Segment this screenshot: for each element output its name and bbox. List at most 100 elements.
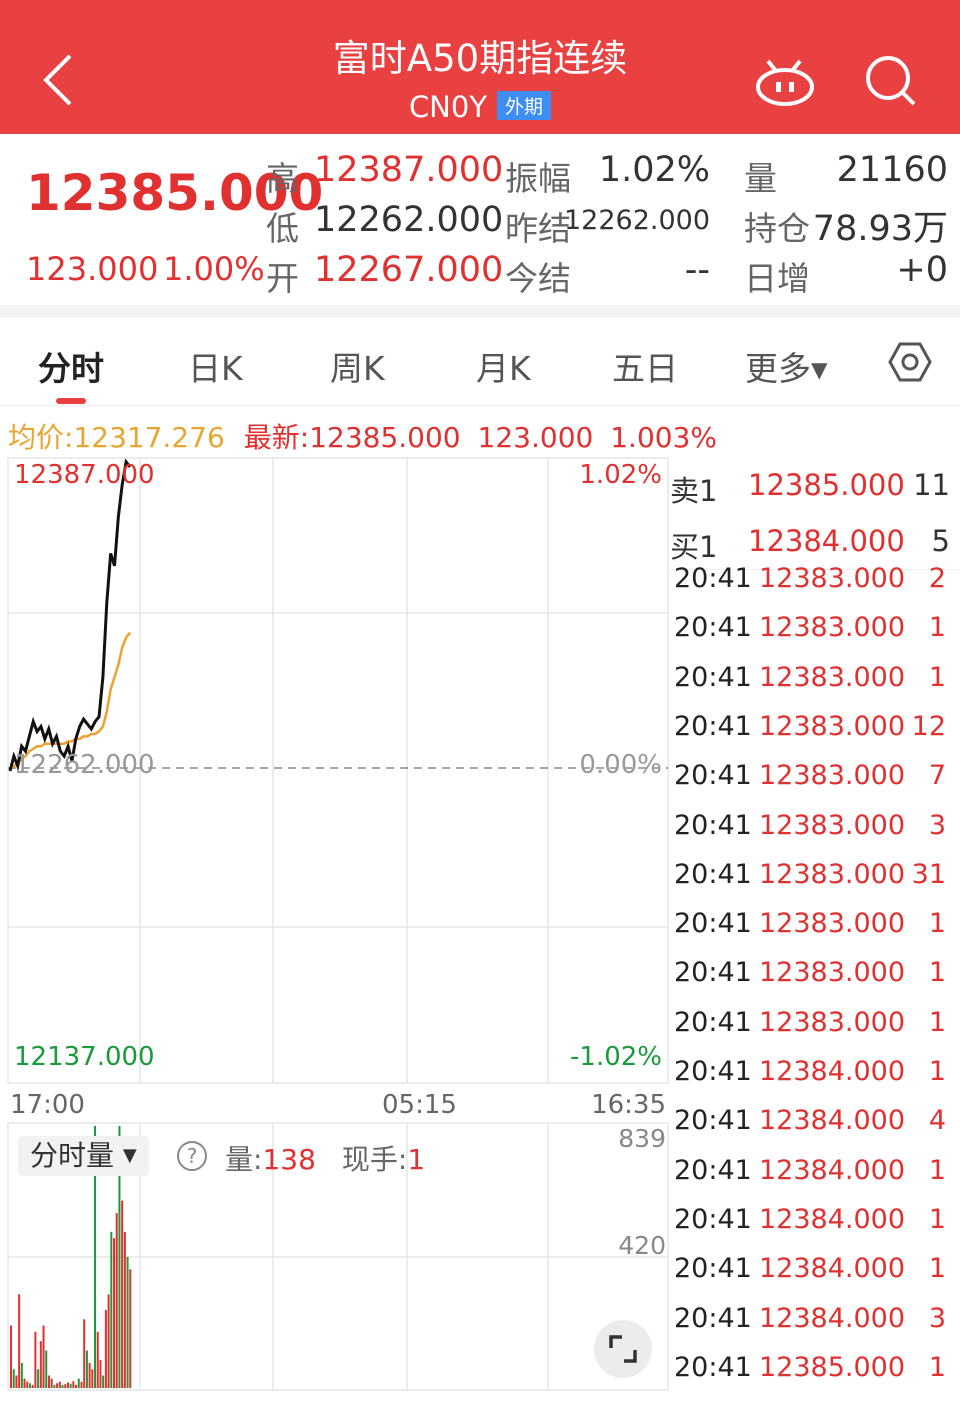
prev-settle-label: 昨结 (505, 209, 571, 248)
back-arrow-icon[interactable] (40, 52, 76, 108)
tick-price: 12383.000 (759, 1006, 906, 1038)
open-interest-value: 78.93万 (812, 209, 948, 249)
vol-value: 138 (262, 1143, 316, 1176)
tick-price: 12383.000 (759, 710, 906, 742)
tick-time: 20:41 (674, 957, 752, 989)
low-value: 12262.000 (314, 200, 504, 240)
x-label-start: 17:00 (10, 1090, 85, 1120)
order-book: 卖1 12385.000 11 买1 12384.000 5 (668, 458, 960, 570)
tick-row: 20:41 12384.000 1 (674, 1204, 950, 1253)
y-label-bottom: 12137.000 (14, 1042, 155, 1072)
volume-bar (58, 1381, 61, 1388)
hand-value: 1 (407, 1143, 426, 1176)
volume-bar (104, 1309, 107, 1388)
instrument-code: CN0Y 外期 (0, 90, 960, 124)
volume-type-dropdown[interactable]: 分时量 ▼ (18, 1136, 149, 1176)
change-value: 123.000 (26, 250, 159, 288)
settings-hexagon-icon[interactable] (888, 340, 932, 384)
code-text: CN0Y (408, 90, 488, 124)
volume-max-label: 839 (618, 1124, 666, 1153)
tick-time: 20:41 (674, 1105, 752, 1137)
volume-bar (47, 1375, 50, 1388)
x-label-mid: 05:15 (382, 1090, 457, 1120)
tab-more[interactable]: 更多▾ (745, 349, 828, 388)
divider (0, 305, 960, 318)
tick-price: 12383.000 (759, 957, 906, 989)
price-gridlines (8, 458, 668, 1083)
tick-row: 20:41 12384.000 3 (674, 1303, 950, 1352)
volume-bar (123, 1231, 126, 1388)
latest-label: 最新: (243, 421, 310, 454)
price-line (8, 458, 132, 772)
tick-time: 20:41 (674, 1302, 752, 1334)
volume-bar (66, 1382, 69, 1388)
tick-price: 12384.000 (759, 1203, 906, 1235)
volume-bar (94, 1126, 97, 1388)
tick-row: 20:41 12383.000 31 (674, 859, 950, 908)
tick-time: 20:41 (674, 1203, 752, 1235)
volume-bar (121, 1200, 124, 1388)
tab-daily-k[interactable]: 日K (188, 349, 243, 388)
page-title: 富时A50期指连续 (332, 37, 628, 80)
robot-assistant-icon[interactable] (754, 55, 816, 107)
tab-five-day[interactable]: 五日 (612, 349, 678, 388)
tick-price: 12383.000 (759, 661, 906, 693)
y-pct-mid: 0.00% (579, 750, 662, 780)
volume-bar (126, 1256, 129, 1388)
volume-bar (26, 1381, 29, 1388)
tick-row: 20:41 12383.000 1 (674, 662, 950, 711)
tick-price: 12383.000 (759, 563, 906, 594)
volume-bar (107, 1294, 110, 1388)
tick-qty: 1 (928, 957, 946, 989)
volume-bar (23, 1378, 26, 1388)
fullscreen-button[interactable] (594, 1320, 652, 1378)
tick-time: 20:41 (674, 612, 752, 644)
tick-row: 20:41 12383.000 1 (674, 612, 950, 661)
tick-row: 20:41 12384.000 1 (674, 1253, 950, 1302)
volume-bar (88, 1363, 91, 1388)
tick-price: 12383.000 (759, 809, 906, 841)
help-icon[interactable]: ? (177, 1141, 207, 1171)
tick-time: 20:41 (674, 760, 752, 792)
tab-weekly-k[interactable]: 周K (330, 349, 385, 388)
tick-qty: 2 (928, 563, 946, 594)
tab-monthly-k[interactable]: 月K (476, 349, 531, 388)
volume-label: 量 (744, 159, 777, 198)
tick-row: 20:41 12383.000 2 (674, 563, 950, 612)
daily-increase-label: 日增 (744, 259, 810, 298)
header-bar: 富时A50期指连续 CN0Y 外期 (0, 0, 960, 134)
y-pct-bottom: -1.02% (570, 1042, 662, 1072)
tick-row: 20:41 12383.000 1 (674, 1007, 950, 1056)
tick-row: 20:41 12383.000 1 (674, 908, 950, 957)
daily-increase-value: +0 (896, 250, 948, 290)
x-label-end: 16:35 (591, 1090, 666, 1120)
tick-time: 20:41 (674, 1351, 752, 1383)
volume-bars (10, 1126, 132, 1388)
latest-percent: 1.003% (610, 421, 717, 454)
vol-label: 量: (225, 1143, 263, 1176)
tick-row: 20:41 12383.000 12 (674, 711, 950, 760)
volume-bar (20, 1363, 23, 1388)
tick-row: 20:41 12385.000 1 (674, 1352, 950, 1401)
tick-time: 20:41 (674, 908, 752, 940)
volume-bar (80, 1381, 83, 1388)
tick-qty: 1 (928, 1351, 946, 1383)
ask-price: 12385.000 (748, 468, 905, 502)
chart-tabs: 分时 日K 周K 月K 五日 更多▾ (0, 318, 960, 406)
tick-row: 20:41 12383.000 7 (674, 760, 950, 809)
tick-qty: 1 (928, 908, 946, 940)
tick-price: 12383.000 (759, 612, 906, 644)
volume-bar (39, 1341, 42, 1388)
low-label: 低 (266, 209, 299, 248)
volume-bar (91, 1369, 94, 1388)
settle-value: -- (684, 250, 710, 290)
dropdown-arrow-icon: ▼ (122, 1145, 137, 1166)
info-line: 均价:12317.276 最新:12385.000 123.000 1.003% (8, 416, 717, 456)
search-icon[interactable] (864, 54, 918, 108)
tick-time: 20:41 (674, 1253, 752, 1285)
volume-bar (53, 1384, 56, 1388)
prev-settle-value: 12262.000 (563, 205, 710, 236)
volume-bar (99, 1359, 102, 1388)
tick-qty: 31 (911, 858, 946, 890)
tab-intraday[interactable]: 分时 (38, 349, 104, 388)
